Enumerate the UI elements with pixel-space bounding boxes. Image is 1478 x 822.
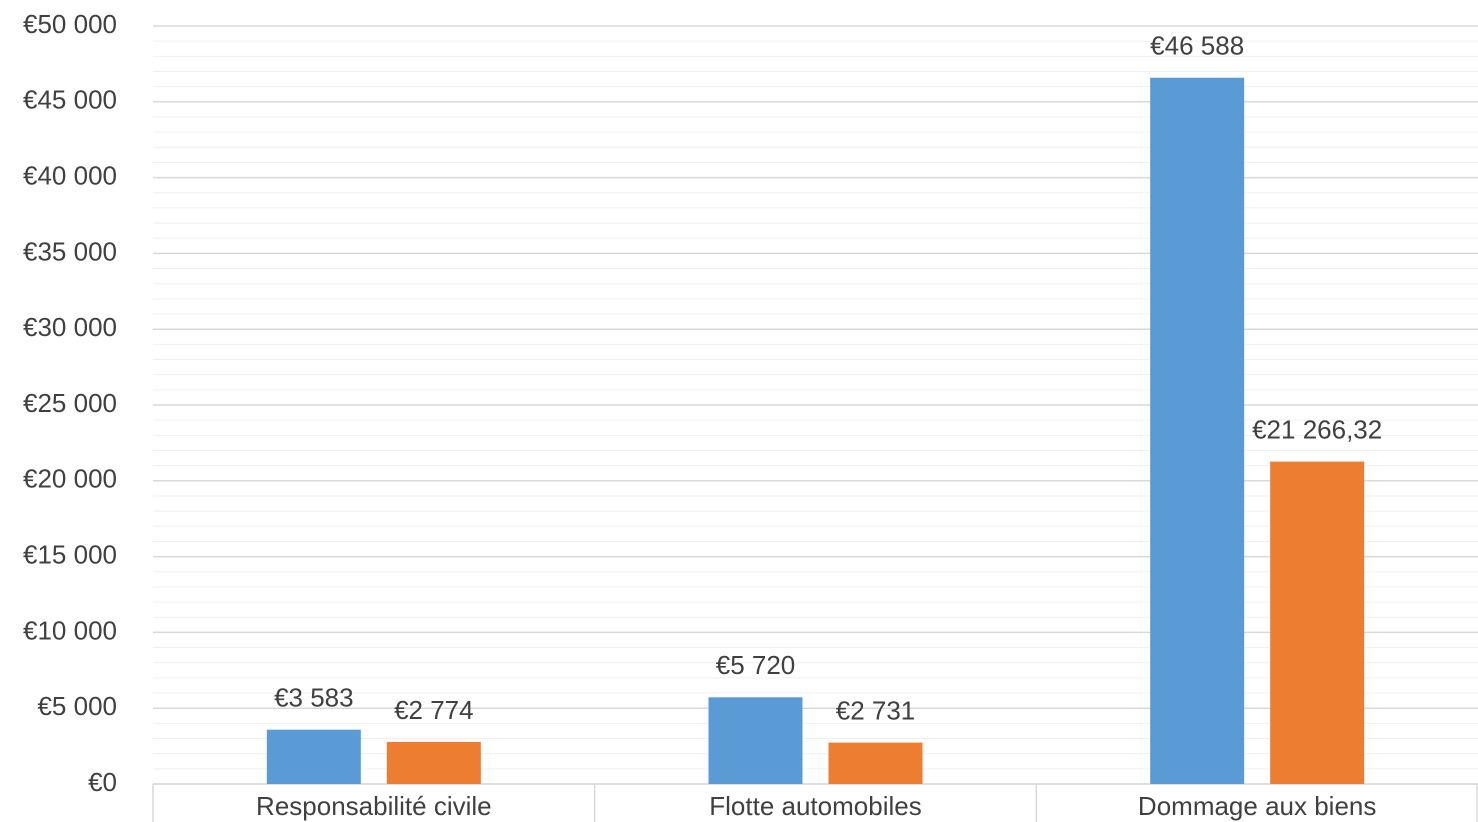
y-tick-label: €25 000 [23, 388, 117, 418]
y-tick-label: €0 [88, 767, 117, 797]
data-label: €46 588 [1150, 31, 1244, 61]
y-tick-label: €35 000 [23, 236, 117, 266]
data-label: €2 774 [394, 695, 474, 725]
data-label: €5 720 [716, 650, 796, 680]
data-label: €3 583 [274, 683, 354, 713]
bar [1150, 77, 1245, 784]
data-label: €2 731 [836, 695, 916, 725]
bar [266, 729, 361, 784]
y-tick-label: €30 000 [23, 312, 117, 342]
bar [828, 742, 923, 784]
y-tick-label: €40 000 [23, 160, 117, 190]
y-tick-label: €5 000 [37, 691, 117, 721]
y-tick-label: €20 000 [23, 464, 117, 494]
y-tick-label: €10 000 [23, 615, 117, 645]
bar [386, 741, 481, 784]
bar [708, 697, 803, 784]
y-tick-label: €15 000 [23, 539, 117, 569]
y-tick-label: €45 000 [23, 85, 117, 115]
x-tick-label: Flotte automobiles [709, 791, 921, 821]
data-label: €21 266,32 [1252, 414, 1382, 444]
x-tick-label: Dommage aux biens [1138, 791, 1376, 821]
y-tick-label: €50 000 [23, 9, 117, 39]
x-tick-label: Responsabilité civile [256, 791, 492, 821]
bar [1270, 461, 1365, 784]
